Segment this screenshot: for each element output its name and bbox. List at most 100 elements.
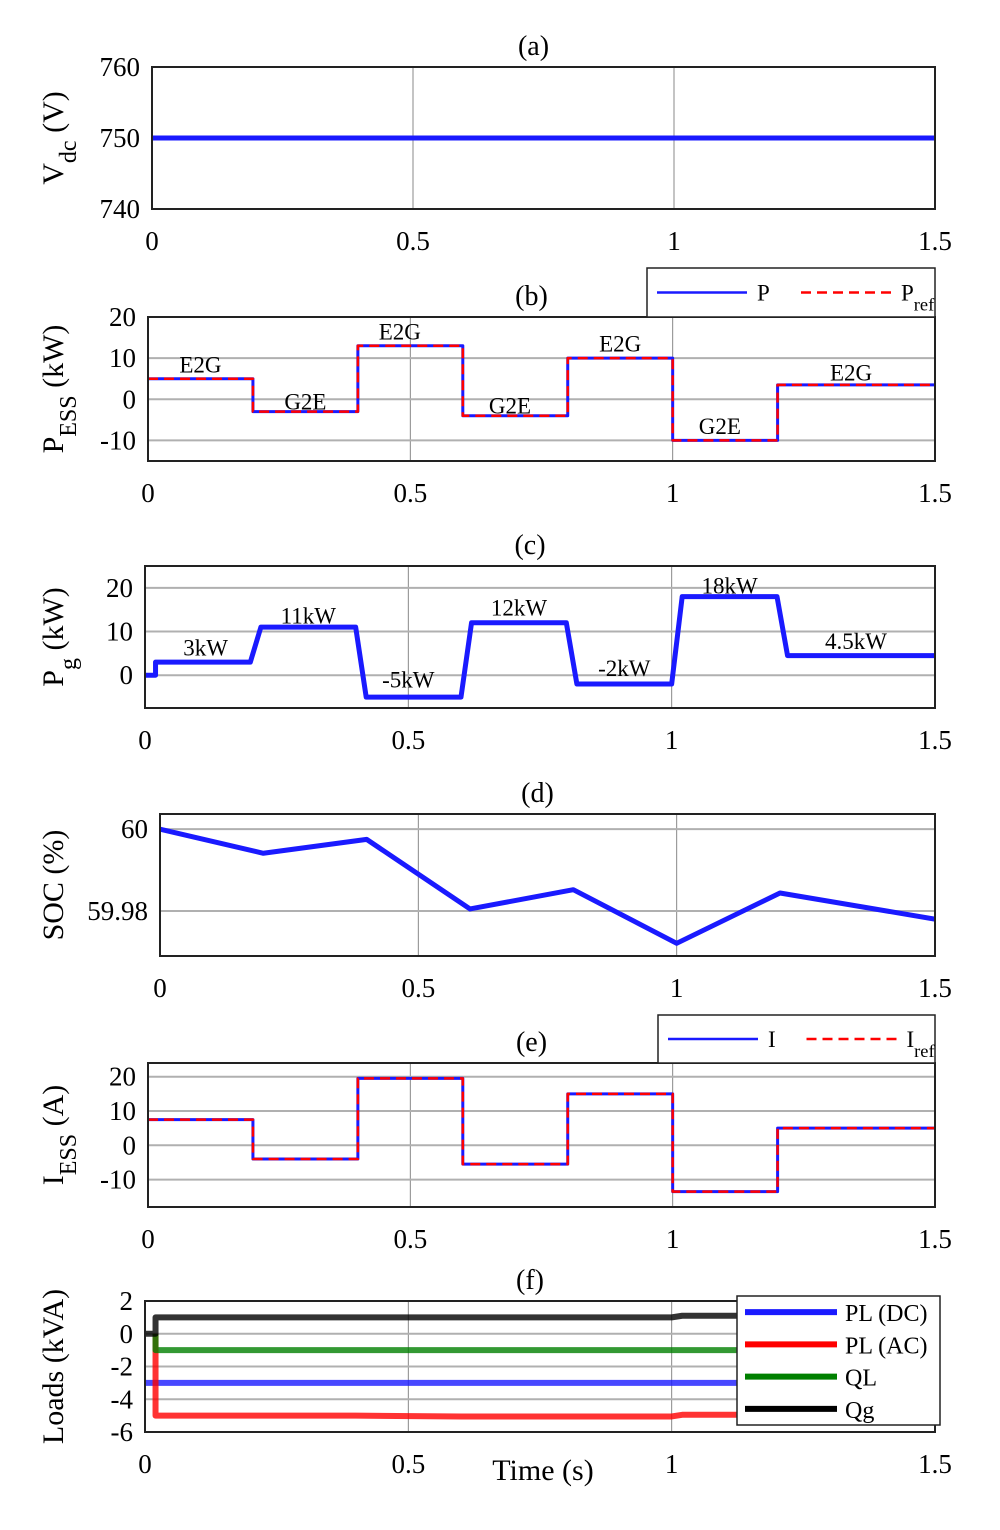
plot-area [148,317,935,461]
y-axis-label: PESS (kW) [37,325,82,454]
x-tick-label: 1 [665,725,679,755]
legend-box [736,1295,941,1426]
legend: P Pref [646,267,936,318]
label-main: P [757,281,770,306]
legend: PL (DC) PL (AC) QL Qg [736,1295,941,1426]
y-tick-label: -4 [111,1384,134,1414]
legend-label: Pref [901,281,935,315]
annotation-label: E2G [179,352,221,377]
y-tick-label: 0 [123,384,137,414]
label-sub: ref [914,1041,935,1061]
label-main: SOC (%) [37,830,70,941]
legend-label: P [757,281,770,306]
y-tick-label: 59.98 [87,896,148,926]
x-tick-label: 1.5 [918,973,952,1003]
label-rest: (kW) [37,325,70,396]
annotation-label: 3kW [183,635,228,660]
x-tick-label: 1 [666,1224,680,1254]
annotation-label: E2G [379,319,421,344]
annotation-label: -2kW [598,656,651,681]
label-sub: g [56,658,82,670]
subplot-title: (a) [518,31,549,62]
x-tick-label: 1.5 [918,1224,952,1254]
y-tick-label: 60 [121,814,148,844]
label-rest: (kW) [37,587,70,658]
annotation-label: G2E [284,389,326,414]
y-tick-label: 20 [109,1062,136,1092]
series-line-iref [148,1077,935,1193]
x-tick-label: 1 [670,973,684,1003]
y-tick-label: 760 [100,52,141,82]
label-main: I [907,1027,915,1052]
legend-label: PL (AC) [845,1333,927,1359]
legend-label: Iref [907,1027,936,1061]
subplot-d: 0 0.5 1 1.5 59.98 60 (d) SOC (%) [37,778,952,1003]
y-tick-label: 740 [100,194,141,224]
x-tick-label: 1.5 [918,1449,952,1479]
subplot-b: 0 0.5 1 1.5-1001020E2GG2EE2GG2EE2GG2EE2G(b)… [37,267,952,508]
y-tick-label: -10 [100,1165,136,1195]
series-line-ql [152,1333,935,1354]
x-tick-label: 0 [153,973,167,1003]
y-axis-label: Loads (kVA) [37,1289,70,1444]
label-sub: ref [914,295,935,315]
legend: I Iref [657,1014,936,1064]
x-tick-label: 1.5 [918,478,952,508]
y-axis-label: SOC (%) [37,830,70,941]
label-sub: dc [56,140,82,163]
x-tick-label: 0.5 [391,725,425,755]
subplot-a: 0 0.5 1 1.5 740 750 760 (a) Vdc (V) [37,31,952,256]
x-tick-label: 1 [665,1449,679,1479]
label-rest: (V) [37,91,70,140]
y-tick-label: 10 [109,343,136,373]
series-line-qg [145,1312,935,1337]
subplot-title: (e) [516,1027,547,1058]
subplot-c: 0 0.5 1 1.5 0 10 20 3kW 11kW -5kW 12kW -2kW 18kW 4.5k… [37,530,952,755]
x-tick-label: 0.5 [393,1224,427,1254]
annotation-label: E2G [830,361,872,386]
axes-frame [159,813,936,957]
x-tick-label: 0.5 [401,973,435,1003]
y-tick-label: -10 [100,425,136,455]
label-main: Loads (kVA) [37,1289,70,1444]
x-tick-label: 0 [141,1224,155,1254]
annotation-label: E2G [599,332,641,357]
y-tick-label: 20 [106,573,133,603]
label-main: V [37,163,70,185]
label-sub: ESS [56,1134,82,1175]
x-tick-label: 1 [667,226,681,256]
annotation-label: 18kW [701,574,758,599]
label-main: I [37,1175,70,1185]
y-tick-label: 20 [109,302,136,332]
series-line-pref [148,344,935,442]
x-tick-label: 1.5 [918,226,952,256]
y-tick-label: 750 [100,123,141,153]
legend-label: Qg [845,1398,874,1424]
y-tick-label: 2 [120,1286,134,1316]
x-tick-label: 0 [145,226,159,256]
y-tick-label: 0 [120,1319,134,1349]
series-line-pl-ac- [152,1333,935,1420]
annotation-label: G2E [489,393,531,418]
annotation-label: -5kW [382,668,435,693]
plot-area [145,566,935,708]
x-tick-label: 0 [138,725,152,755]
subplot-title: (c) [514,530,545,561]
y-axis-label: IESS (A) [37,1085,82,1186]
y-tick-label: 0 [123,1130,137,1160]
label-rest: (A) [37,1085,70,1134]
legend-label: QL [845,1366,877,1392]
x-tick-label: 0 [141,478,155,508]
axes-frame [147,1062,936,1208]
legend-label: I [768,1027,776,1052]
x-axis-label: Time (s) [492,1454,593,1487]
axes-frame [144,565,936,709]
axes-frame [147,316,936,462]
y-axis-label: Vdc (V) [37,91,82,184]
y-axis-label: Pg (kW) [37,587,82,686]
subplot-title: (b) [515,281,548,312]
legend-label: PL (DC) [845,1301,927,1327]
y-tick-label: -6 [111,1417,134,1447]
